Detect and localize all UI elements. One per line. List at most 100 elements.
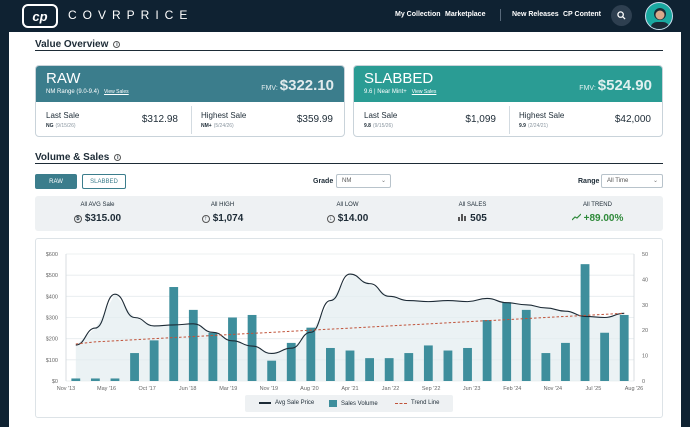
x-tick-label: Feb '24 — [503, 386, 521, 392]
volume-bar — [443, 350, 453, 381]
raw-title: RAW — [46, 70, 81, 87]
up-circle-icon: ↑ — [201, 215, 210, 223]
volume-bar — [71, 378, 81, 381]
nav-my-collection[interactable]: My Collection — [395, 11, 441, 18]
avatar-person-icon — [651, 8, 669, 29]
legend-sales-volume[interactable]: Sales Volume — [329, 400, 378, 407]
y-left-tick-label: $500 — [46, 273, 58, 279]
legend-line-swatch — [259, 402, 271, 404]
stat-high-number: $1,074 — [212, 213, 244, 224]
chart-legend: Avg Sale Price Sales Volume Trend Line — [245, 395, 453, 412]
stats-strip: All AVG Sale $ $315.00 All HIGH ↑ $1,074 A… — [35, 196, 663, 231]
raw-highest-date: (5/24/26) — [213, 123, 234, 129]
slabbed-last-sale-label: Last Sale — [364, 111, 398, 120]
volume-bar — [521, 309, 531, 381]
legend-trend-line-label: Trend Line — [411, 400, 440, 406]
raw-fmv-label: FMV: — [261, 85, 278, 92]
stat-high-value: ↑ $1,074 — [160, 213, 285, 224]
volume-bar — [404, 353, 414, 381]
stat-avg-value: $ $315.00 — [35, 213, 160, 224]
raw-card-body: Last Sale NG (9/15/26) $312.98 Highest Sa… — [36, 102, 344, 136]
x-tick-label: Jun '23 — [463, 386, 481, 392]
raw-range-text: NM Range (9.0-9.4) — [46, 89, 100, 95]
volume-bar — [90, 378, 100, 381]
raw-highest-meta: NM+ (5/24/26) — [201, 123, 234, 129]
volume-bar — [110, 378, 120, 381]
stat-high-label: All HIGH — [210, 202, 235, 208]
raw-highest-value: $359.99 — [296, 114, 333, 125]
slabbed-card-header: SLABBED 9.6 | Near Mint+ View Sales FMV: $… — [354, 66, 662, 102]
volume-bar — [345, 350, 355, 381]
info-icon[interactable]: i — [113, 40, 121, 48]
range-select-value: All Time — [607, 178, 629, 184]
logo-wordmark[interactable]: COVRPRICE — [68, 8, 194, 22]
volume-bar — [267, 360, 277, 381]
volume-bar — [600, 332, 610, 381]
volume-bar — [541, 353, 551, 381]
nav-cp-content[interactable]: CP Content — [563, 11, 601, 18]
volume-bar — [482, 320, 492, 381]
trend-icon — [571, 213, 582, 221]
x-tick-label: Jul '25 — [586, 386, 602, 392]
volume-bar — [228, 317, 237, 381]
x-tick-label: Mar '19 — [219, 386, 237, 392]
tab-slabbed[interactable]: SLABBED — [82, 174, 126, 189]
nav-marketplace[interactable]: Marketplace — [445, 11, 486, 18]
volume-bar — [286, 342, 296, 381]
stat-high: All HIGH ↑ $1,074 — [160, 196, 285, 231]
raw-fmv-value: $322.10 — [279, 77, 334, 94]
tab-raw[interactable]: RAW — [35, 174, 77, 189]
slabbed-view-sales-link[interactable]: View Sales — [411, 89, 437, 95]
y-right-tick-label: 10 — [642, 354, 648, 360]
volume-bar — [580, 264, 590, 381]
x-tick-label: Aug '20 — [300, 386, 318, 392]
slabbed-fmv-label: FMV: — [579, 85, 596, 92]
nav-divider — [500, 9, 501, 21]
slabbed-range: 9.6 | Near Mint+ View Sales — [364, 89, 436, 95]
logo-badge[interactable]: cp — [22, 4, 58, 28]
y-left-tick-label: $400 — [46, 294, 58, 300]
slabbed-highest-value: $42,000 — [614, 114, 651, 125]
raw-fmv: FMV: $322.10 — [261, 77, 334, 94]
raw-view-sales-link[interactable]: View Sales — [104, 89, 129, 95]
slabbed-fmv: FMV: $524.90 — [579, 77, 652, 94]
raw-last-sale-grade: NG — [46, 123, 54, 129]
slabbed-last-sale-meta: 9.8 (9/15/26) — [364, 123, 393, 129]
y-right-tick-label: 50 — [642, 252, 648, 258]
stat-sales-label: All SALES — [458, 202, 487, 208]
user-avatar[interactable] — [645, 2, 673, 30]
y-left-tick-label: $100 — [46, 358, 58, 364]
legend-dashed-swatch — [395, 402, 407, 404]
stat-trend-label: All TREND — [583, 202, 612, 208]
slabbed-highest-sale: Highest Sale 9.9 (2/24/21) $42,000 — [509, 102, 662, 136]
grade-select[interactable]: NM ⌄ — [336, 174, 391, 188]
legend-bar-swatch — [329, 400, 337, 407]
slabbed-last-sale-value: $1,099 — [465, 114, 496, 125]
volume-bar — [619, 314, 629, 381]
slabbed-card: SLABBED 9.6 | Near Mint+ View Sales FMV: $… — [353, 65, 663, 137]
search-button[interactable] — [611, 5, 632, 26]
y-right-tick-label: 40 — [642, 277, 648, 283]
left-gutter — [0, 32, 9, 427]
raw-last-sale: Last Sale NG (9/15/26) $312.98 — [36, 102, 190, 136]
stat-trend: All TREND +89.00% — [535, 196, 660, 231]
y-left-tick-label: $600 — [46, 252, 58, 258]
raw-highest-sale: Highest Sale NM+ (5/24/26) $359.99 — [191, 102, 344, 136]
volume-bar — [188, 309, 198, 381]
legend-trend-line[interactable]: Trend Line — [395, 400, 439, 406]
value-overview-label: Value Overview — [35, 39, 109, 50]
legend-avg-price[interactable]: Avg Sale Price — [259, 400, 314, 406]
range-select[interactable]: All Time ⌄ — [601, 174, 663, 188]
info-icon[interactable]: i — [114, 153, 122, 161]
slabbed-last-sale-date: (9/15/26) — [372, 123, 393, 129]
raw-last-sale-label: Last Sale — [46, 111, 80, 120]
x-tick-label: Nov '13 — [57, 386, 75, 392]
volume-bar — [365, 358, 374, 381]
volume-sales-chart: $0 $100 $200 $300 $400 $500 $600 0 10 20 30 40 50 Nov… — [46, 252, 648, 392]
avg-price-line — [75, 273, 625, 355]
raw-card: RAW NM Range (9.0-9.4) View Sales FMV: $32… — [35, 65, 345, 137]
nav-new-releases[interactable]: New Releases — [512, 11, 559, 18]
stat-avg-label: All AVG Sale — [80, 202, 115, 208]
trend-line — [75, 312, 625, 345]
volume-bar — [384, 358, 394, 381]
